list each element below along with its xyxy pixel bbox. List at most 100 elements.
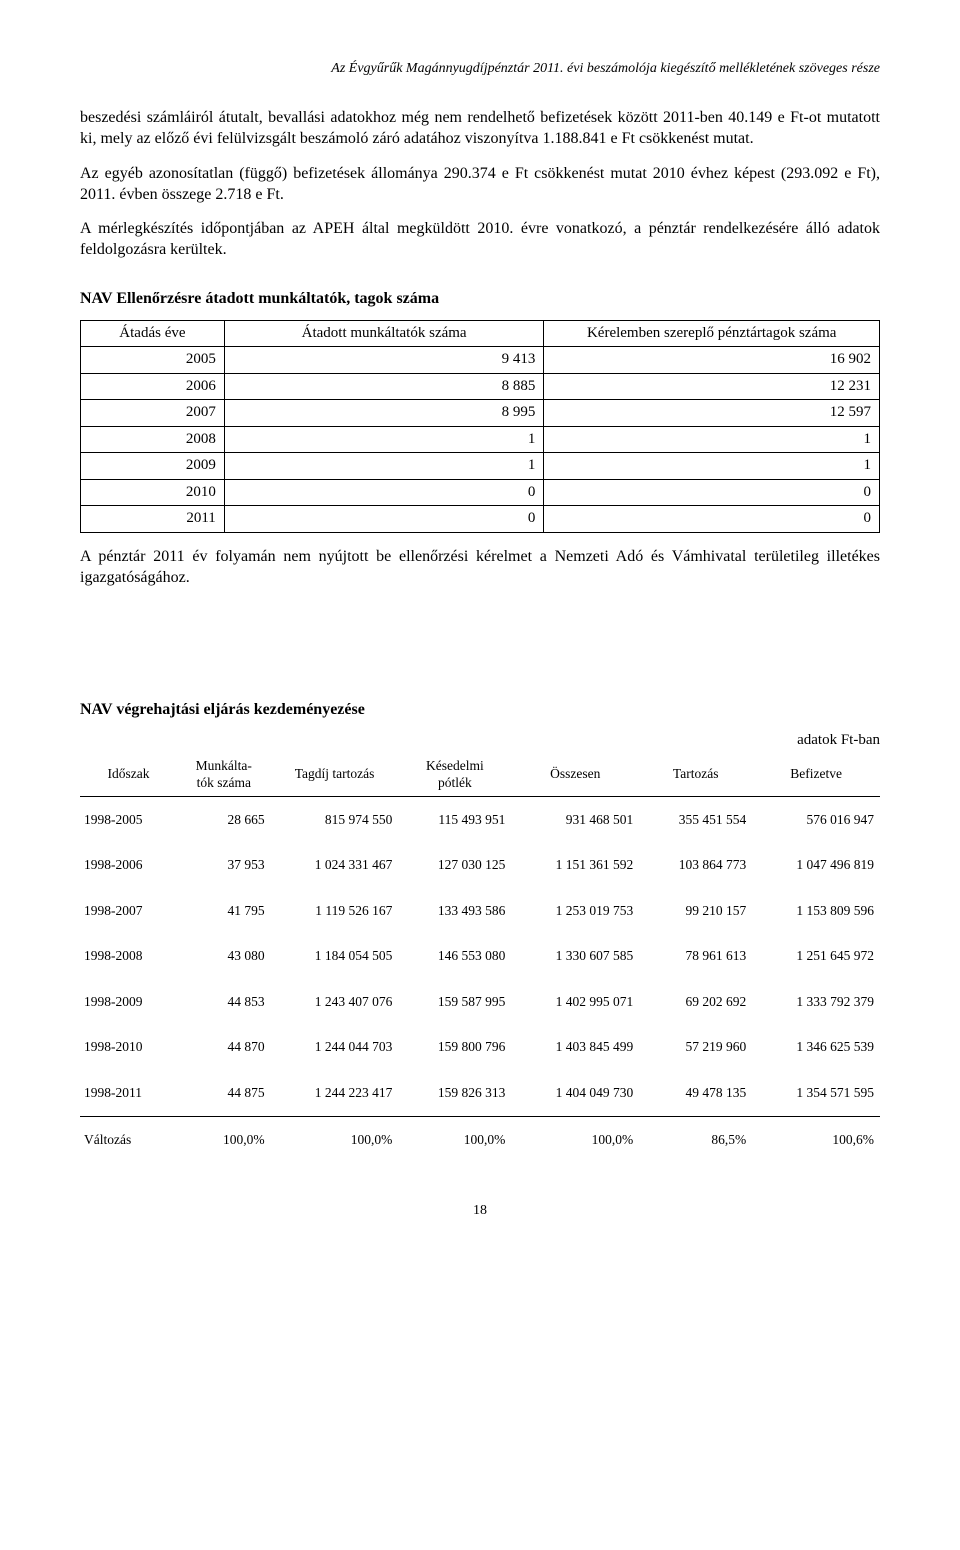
table-row: 1998-201144 8751 244 223 417159 826 3131… xyxy=(80,1070,880,1116)
cell-value: 28 665 xyxy=(177,796,271,842)
cell-value: 115 493 951 xyxy=(398,796,511,842)
cell-value: 127 030 125 xyxy=(398,842,511,888)
cell-period: 1998-2011 xyxy=(80,1070,177,1116)
section-title-1: NAV Ellenőrzésre átadott munkáltatók, ta… xyxy=(80,289,880,310)
cell-members: 1 xyxy=(544,453,880,480)
cell-period: 1998-2005 xyxy=(80,796,177,842)
table-row: 200911 xyxy=(81,453,880,480)
cell-members: 12 597 xyxy=(544,400,880,427)
cell-period: 1998-2009 xyxy=(80,979,177,1025)
cell-year: 2006 xyxy=(81,373,225,400)
section-title-2: NAV végrehajtási eljárás kezdeményezése xyxy=(80,700,880,721)
cell-change-value: 100,0% xyxy=(271,1116,399,1162)
cell-value: 44 875 xyxy=(177,1070,271,1116)
cell-value: 1 047 496 819 xyxy=(752,842,880,888)
cell-value: 1 403 845 499 xyxy=(511,1024,639,1070)
cell-members: 12 231 xyxy=(544,373,880,400)
cell-value: 159 587 995 xyxy=(398,979,511,1025)
cell-period: 1998-2008 xyxy=(80,933,177,979)
cell-value: 103 864 773 xyxy=(639,842,752,888)
cell-value: 146 553 080 xyxy=(398,933,511,979)
cell-value: 159 826 313 xyxy=(398,1070,511,1116)
cell-value: 1 243 407 076 xyxy=(271,979,399,1025)
cell-employers: 0 xyxy=(224,479,544,506)
table-row: 1998-200528 665815 974 550115 493 951931… xyxy=(80,796,880,842)
cell-value: 44 870 xyxy=(177,1024,271,1070)
cell-value: 1 244 044 703 xyxy=(271,1024,399,1070)
t2-header: Időszak xyxy=(80,753,177,797)
cell-employers: 1 xyxy=(224,426,544,453)
t2-header: Késedelmipótlék xyxy=(398,753,511,797)
table-enforcement: IdőszakMunkálta-tók számaTagdíj tartozás… xyxy=(80,753,880,1162)
table-row-change: Változás100,0%100,0%100,0%100,0%86,5%100… xyxy=(80,1116,880,1162)
cell-value: 57 219 960 xyxy=(639,1024,752,1070)
page-number: 18 xyxy=(80,1202,880,1220)
table-row: 1998-200741 7951 119 526 167133 493 5861… xyxy=(80,888,880,934)
cell-members: 0 xyxy=(544,506,880,533)
cell-change-value: 100,0% xyxy=(177,1116,271,1162)
cell-employers: 0 xyxy=(224,506,544,533)
table-row: 201100 xyxy=(81,506,880,533)
t1-h1: Átadás éve xyxy=(81,320,225,347)
unit-note: adatok Ft-ban xyxy=(80,731,880,751)
t2-header: Befizetve xyxy=(752,753,880,797)
cell-value: 44 853 xyxy=(177,979,271,1025)
paragraph-4: A pénztár 2011 év folyamán nem nyújtott … xyxy=(80,547,880,589)
cell-change-value: 86,5% xyxy=(639,1116,752,1162)
t2-header: Munkálta-tók száma xyxy=(177,753,271,797)
t2-header: Tagdíj tartozás xyxy=(271,753,399,797)
paragraph-3: A mérlegkészítés időpontjában az APEH ál… xyxy=(80,219,880,261)
cell-value: 159 800 796 xyxy=(398,1024,511,1070)
cell-members: 1 xyxy=(544,426,880,453)
cell-period: 1998-2010 xyxy=(80,1024,177,1070)
table-row: 20068 88512 231 xyxy=(81,373,880,400)
table-row: 1998-200944 8531 243 407 076159 587 9951… xyxy=(80,979,880,1025)
cell-value: 355 451 554 xyxy=(639,796,752,842)
cell-change-value: 100,0% xyxy=(398,1116,511,1162)
table-row: 200811 xyxy=(81,426,880,453)
page-header: Az Évgyűrűk Magánnyugdíjpénztár 2011. év… xyxy=(80,60,880,78)
cell-year: 2009 xyxy=(81,453,225,480)
cell-change-value: 100,0% xyxy=(511,1116,639,1162)
cell-value: 49 478 135 xyxy=(639,1070,752,1116)
cell-year: 2007 xyxy=(81,400,225,427)
t2-header: Összesen xyxy=(511,753,639,797)
t1-h3: Kérelemben szereplő pénztártagok száma xyxy=(544,320,880,347)
cell-value: 1 184 054 505 xyxy=(271,933,399,979)
cell-value: 69 202 692 xyxy=(639,979,752,1025)
cell-year: 2011 xyxy=(81,506,225,533)
cell-change-label: Változás xyxy=(80,1116,177,1162)
cell-period: 1998-2006 xyxy=(80,842,177,888)
cell-value: 43 080 xyxy=(177,933,271,979)
cell-value: 99 210 157 xyxy=(639,888,752,934)
cell-value: 1 244 223 417 xyxy=(271,1070,399,1116)
cell-value: 1 354 571 595 xyxy=(752,1070,880,1116)
cell-value: 1 402 995 071 xyxy=(511,979,639,1025)
paragraph-1: beszedési számláiról átutalt, bevallási … xyxy=(80,108,880,150)
cell-value: 1 346 625 539 xyxy=(752,1024,880,1070)
cell-value: 78 961 613 xyxy=(639,933,752,979)
table-row: 1998-200637 9531 024 331 467127 030 1251… xyxy=(80,842,880,888)
cell-value: 133 493 586 xyxy=(398,888,511,934)
cell-value: 1 151 361 592 xyxy=(511,842,639,888)
cell-employers: 8 995 xyxy=(224,400,544,427)
paragraph-2: Az egyéb azonosítatlan (függő) befizetés… xyxy=(80,164,880,206)
cell-value: 1 153 809 596 xyxy=(752,888,880,934)
cell-change-value: 100,6% xyxy=(752,1116,880,1162)
cell-value: 815 974 550 xyxy=(271,796,399,842)
cell-value: 37 953 xyxy=(177,842,271,888)
t1-h2: Átadott munkáltatók száma xyxy=(224,320,544,347)
cell-value: 1 024 331 467 xyxy=(271,842,399,888)
cell-value: 931 468 501 xyxy=(511,796,639,842)
table-row: 201000 xyxy=(81,479,880,506)
cell-value: 576 016 947 xyxy=(752,796,880,842)
cell-year: 2005 xyxy=(81,347,225,374)
cell-value: 1 251 645 972 xyxy=(752,933,880,979)
cell-employers: 1 xyxy=(224,453,544,480)
table-row: 20078 99512 597 xyxy=(81,400,880,427)
table-employers: Átadás éve Átadott munkáltatók száma Kér… xyxy=(80,320,880,533)
table-row: 20059 41316 902 xyxy=(81,347,880,374)
cell-value: 1 330 607 585 xyxy=(511,933,639,979)
cell-value: 1 253 019 753 xyxy=(511,888,639,934)
cell-value: 1 404 049 730 xyxy=(511,1070,639,1116)
